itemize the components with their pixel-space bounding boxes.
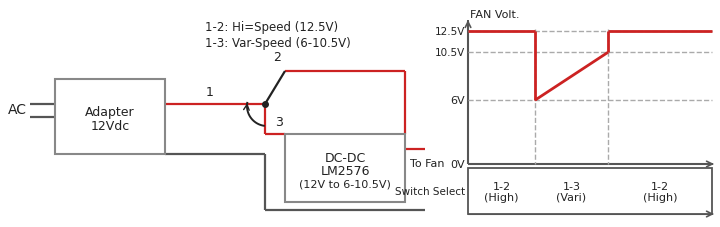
Text: Switch Select: Switch Select — [395, 186, 465, 196]
Text: Adapter: Adapter — [85, 106, 135, 118]
Text: 12.5V: 12.5V — [435, 27, 465, 37]
Text: 1-3: 1-3 — [562, 181, 580, 191]
Bar — [55, 80, 165, 154]
Text: 12Vdc: 12Vdc — [91, 119, 130, 132]
Text: (Vari): (Vari) — [557, 192, 587, 202]
Text: DC-DC: DC-DC — [325, 152, 366, 165]
Text: 1-3: Var-Speed (6-10.5V): 1-3: Var-Speed (6-10.5V) — [205, 36, 351, 49]
Text: (High): (High) — [485, 192, 518, 202]
Text: 3: 3 — [275, 116, 283, 128]
Text: (High): (High) — [643, 192, 678, 202]
Text: 0V: 0V — [451, 159, 465, 169]
Bar — [468, 168, 712, 214]
Text: 1-2: 1-2 — [492, 181, 510, 191]
Text: 1-2: 1-2 — [651, 181, 669, 191]
Text: 1: 1 — [206, 86, 214, 99]
Text: AC: AC — [8, 103, 27, 116]
Text: 10.5V: 10.5V — [435, 48, 465, 58]
Text: LM2576: LM2576 — [320, 165, 370, 178]
Text: 6V: 6V — [451, 96, 465, 106]
Bar — [285, 134, 405, 202]
Text: To Fan: To Fan — [410, 158, 444, 168]
Text: 2: 2 — [273, 51, 281, 64]
Text: FAN Volt.: FAN Volt. — [470, 10, 520, 20]
Text: 1-2: Hi=Speed (12.5V): 1-2: Hi=Speed (12.5V) — [205, 21, 338, 34]
Text: (12V to 6-10.5V): (12V to 6-10.5V) — [299, 179, 391, 189]
